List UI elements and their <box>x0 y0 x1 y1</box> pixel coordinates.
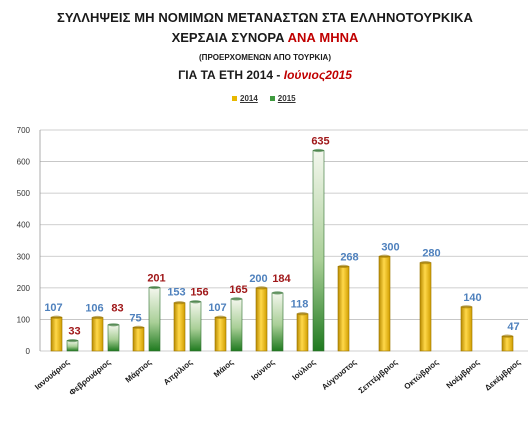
bar-2015 <box>189 301 202 352</box>
bar-2014-cap <box>133 325 144 329</box>
chart-subtitle: (ΠΡΟΕΡΧΟΜΕΝΩΝ ΑΠΟ ΤΟΥΡΚΙΑ) <box>199 53 331 62</box>
bar-2014-cap <box>461 305 472 309</box>
data-label-2015: 83 <box>111 303 123 315</box>
bar-2015 <box>271 292 284 352</box>
y-tick-label: 100 <box>17 315 31 324</box>
bar-2015-cap <box>313 148 324 153</box>
x-tick-label: Φεβρουάριος <box>68 358 113 398</box>
chart-title-years-highlight: Ιούνιος2015 <box>283 68 352 82</box>
data-label-2015: 635 <box>311 136 329 148</box>
bar-2014 <box>255 287 268 352</box>
x-tick-label: Ιανουάριος <box>33 358 71 392</box>
data-label-2015: 156 <box>190 287 208 299</box>
y-tick-label: 500 <box>17 189 31 198</box>
data-label-2014: 106 <box>85 303 103 315</box>
data-label-2014: 75 <box>129 312 141 324</box>
bar-2014-cap <box>256 286 267 290</box>
bar-2015 <box>148 287 161 352</box>
bar-2014-cap <box>379 254 390 258</box>
x-tick-label: Σεπτέμβριος <box>357 358 399 396</box>
data-label-2014: 140 <box>463 292 481 304</box>
chart-legend: 2014 2015 <box>232 94 296 103</box>
legend-label-2014: 2014 <box>240 94 258 103</box>
data-label-2015: 201 <box>147 273 165 285</box>
bar-2014 <box>173 302 186 352</box>
bar-2014-cap <box>92 315 103 320</box>
x-tick-label: Οκτώβριος <box>402 358 440 392</box>
legend-label-2015: 2015 <box>277 94 296 103</box>
bar-2014-cap <box>338 264 349 268</box>
bar-2015-cap <box>231 297 242 301</box>
bar-2015-cap <box>108 323 119 327</box>
bar-2015-cap <box>149 285 160 290</box>
bar-2014-cap <box>215 315 226 319</box>
legend-item-2015: 2015 <box>269 94 296 103</box>
legend-swatch-2015 <box>269 96 275 101</box>
bar-2014-cap <box>51 315 62 319</box>
x-tick-label: Μάιος <box>212 358 235 380</box>
bar-2015-cap <box>272 291 283 295</box>
chart-title-years: ΓΙΑ ΤΑ ΕΤΗ 2014 - Ιούνιος2015 <box>178 68 352 82</box>
data-label-2014: 107 <box>208 302 226 314</box>
bar-2014-cap <box>174 301 185 305</box>
x-tick-label: Δεκέμβριος <box>483 358 522 393</box>
bar-2015-cap <box>190 300 201 304</box>
data-label-2014: 153 <box>167 287 185 299</box>
legend-item-2014: 2014 <box>232 94 258 103</box>
chart-title-line2: ΧΕΡΣΑΙΑ ΣΥΝΟΡΑ ΑΝΑ ΜΗΝΑ <box>171 30 359 45</box>
data-label-2014: 107 <box>44 302 62 314</box>
chart-title-highlight: ΑΝΑ ΜΗΝΑ <box>287 30 359 45</box>
bar-2014 <box>460 306 473 352</box>
data-label-2014: 200 <box>249 273 267 285</box>
y-tick-label: 600 <box>17 158 31 167</box>
bar-2014 <box>132 327 145 352</box>
bar-2014-cap <box>420 261 431 265</box>
bar-2015-cap <box>67 338 78 343</box>
x-tick-label: Νοέμβριος <box>445 358 482 391</box>
data-label-2015: 33 <box>68 326 80 338</box>
bar-2014 <box>91 317 104 352</box>
x-tick-label: Απρίλιος <box>162 358 194 387</box>
bar-2014 <box>296 313 309 352</box>
data-label-2014: 268 <box>340 251 358 263</box>
data-label-2014: 300 <box>381 241 399 253</box>
x-tick-label: Μάρτιος <box>124 358 154 385</box>
bar-2015 <box>107 324 120 352</box>
x-tick-label: Ιούνιος <box>249 358 276 383</box>
bar-2015 <box>312 150 325 352</box>
x-tick-label: Ιούλιος <box>290 358 317 383</box>
data-label-2014: 280 <box>422 248 440 260</box>
chart-title-line1: ΣΥΛΛΗΨΕΙΣ ΜΗ ΝΟΜΙΜΩΝ ΜΕΤΑΝΑΣΤΩΝ ΣΤΑ ΕΛΛΗ… <box>56 10 474 25</box>
bar-2014 <box>214 316 227 352</box>
bar-2014 <box>50 316 63 352</box>
data-label-2014: 47 <box>507 321 519 333</box>
bar-2014-cap <box>502 334 513 338</box>
bar-2014-cap <box>297 312 308 316</box>
y-tick-label: 400 <box>17 221 31 230</box>
y-tick-label: 300 <box>17 252 31 261</box>
bar-2014 <box>337 266 350 352</box>
bar-2015 <box>230 298 243 352</box>
legend-swatch-2014 <box>232 96 237 101</box>
data-label-2014: 118 <box>291 299 309 311</box>
data-label-2015: 165 <box>229 284 247 296</box>
bar-2014 <box>378 255 391 352</box>
y-tick-label: 700 <box>17 126 31 135</box>
x-tick-label: Αύγουστος <box>320 358 358 392</box>
y-tick-label: 0 <box>26 347 31 356</box>
bar-2014 <box>501 335 514 352</box>
data-label-2015: 184 <box>272 273 291 285</box>
y-tick-label: 200 <box>17 284 31 293</box>
bar-2014 <box>419 262 432 352</box>
